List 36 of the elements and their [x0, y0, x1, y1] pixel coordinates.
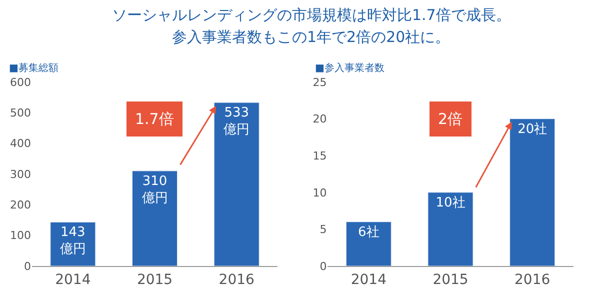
y-tick-label: 20 [312, 112, 327, 126]
y-tick-label: 25 [312, 76, 327, 89]
y-tick-label: 10 [312, 186, 327, 200]
bar [346, 222, 392, 266]
x-tick-label: 2014 [350, 272, 387, 288]
bar [428, 192, 474, 266]
data-label: 6社 [358, 224, 380, 240]
y-tick-label: 0 [24, 260, 31, 273]
bar [510, 118, 556, 266]
data-label: 533 億円 [224, 106, 250, 138]
x-tick-label: 2016 [514, 272, 550, 288]
data-label: 20社 [518, 122, 548, 137]
text: ソーシャルレンディングの市場規模は昨対比1.7倍で成長。 [112, 6, 511, 24]
text: ■募集総額 [9, 62, 58, 74]
x-tick-label: 2016 [218, 272, 254, 288]
x-tick-label: 2015 [136, 272, 173, 288]
text: 参入事業者数もこの1年で2倍の20社に。 [172, 28, 450, 46]
y-tick-label: 15 [312, 149, 327, 162]
y-tick-label: 200 [10, 198, 31, 212]
data-label: 310 億円 [142, 174, 168, 206]
y-tick-label: 400 [10, 137, 31, 150]
data-label: 10社 [436, 195, 466, 210]
bar [214, 102, 260, 266]
y-tick-label: 0 [320, 260, 327, 273]
annotation: 2倍 [438, 110, 463, 128]
x-tick-label: 2015 [432, 272, 468, 288]
data-label: 143 億円 [60, 225, 86, 258]
text: ■参入事業者数 [315, 62, 384, 74]
x-tick-label: 2014 [55, 272, 91, 288]
annotation: 1.7倍 [135, 110, 174, 128]
y-tick-label: 300 [10, 168, 31, 181]
y-tick-label: 5 [320, 223, 327, 236]
y-tick-label: 100 [10, 229, 31, 242]
bar [132, 170, 178, 266]
y-tick-label: 500 [10, 106, 31, 120]
y-tick-label: 600 [10, 76, 31, 89]
